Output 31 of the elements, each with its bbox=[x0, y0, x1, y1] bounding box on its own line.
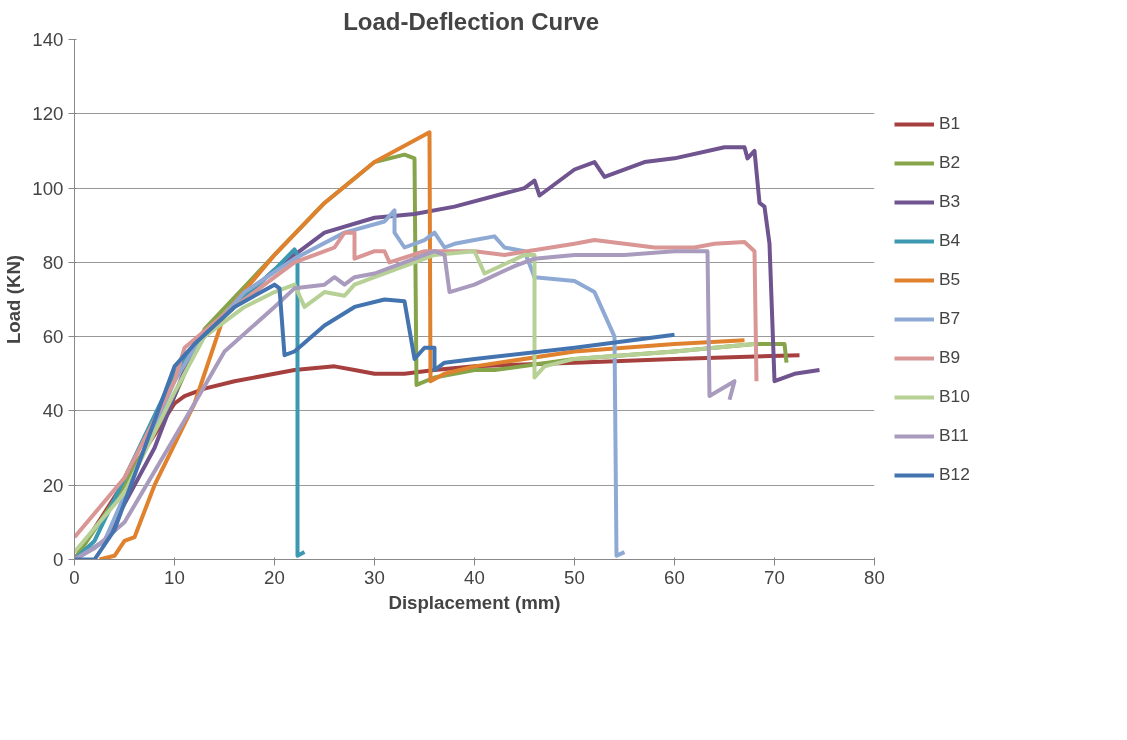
x-axis-title: Displacement (mm) bbox=[388, 591, 561, 613]
x-tick-label: 30 bbox=[364, 566, 385, 588]
legend-label: B2 bbox=[939, 152, 961, 173]
legend-label: B4 bbox=[939, 230, 961, 251]
legend-label: B9 bbox=[939, 347, 961, 368]
x-tick-label: 60 bbox=[664, 566, 685, 588]
x-tick-label: 10 bbox=[164, 566, 185, 588]
y-tick-label: 120 bbox=[32, 103, 64, 125]
x-tick-label: 50 bbox=[564, 566, 585, 588]
legend-label: B5 bbox=[939, 269, 961, 290]
line-series bbox=[74, 282, 677, 560]
chart-title: Load-Deflection Curve bbox=[343, 7, 600, 35]
x-tick-label: 0 bbox=[69, 566, 80, 588]
x-tick-label: 40 bbox=[464, 566, 485, 588]
x-tick-label: 20 bbox=[264, 566, 285, 588]
legend-label: B10 bbox=[939, 386, 970, 407]
y-tick-label: 20 bbox=[42, 474, 64, 496]
y-tick-label: 40 bbox=[42, 400, 64, 422]
legend-label: B7 bbox=[939, 308, 961, 329]
x-tick-label: 80 bbox=[864, 566, 885, 588]
y-axis-title: Load (KN) bbox=[3, 254, 25, 345]
legend-label: B12 bbox=[939, 464, 970, 485]
y-tick-label: 140 bbox=[32, 29, 64, 50]
x-tick-label: 70 bbox=[764, 566, 785, 588]
y-tick-label: 80 bbox=[42, 251, 64, 273]
y-tick-label: 100 bbox=[32, 177, 64, 199]
legend-label: B1 bbox=[939, 113, 961, 134]
y-tick-label: 60 bbox=[42, 326, 64, 348]
legend-label: B11 bbox=[939, 425, 969, 446]
y-tick-label: 0 bbox=[53, 549, 64, 570]
legend-label: B3 bbox=[939, 191, 961, 212]
